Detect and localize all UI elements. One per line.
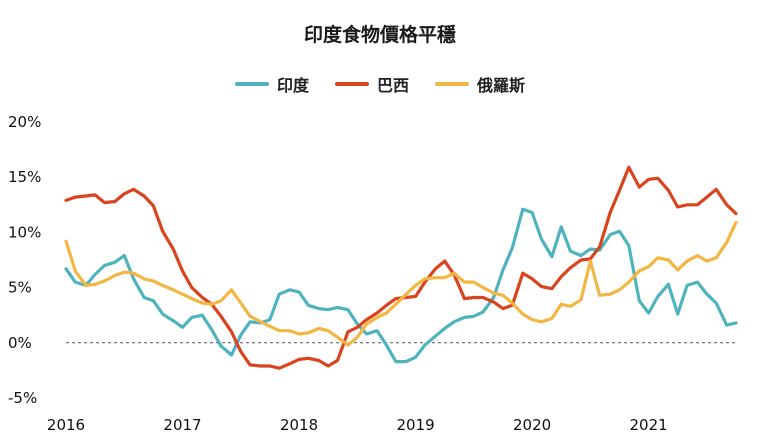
x-tick-label: 2019	[396, 416, 434, 434]
legend-label-russia: 俄羅斯	[477, 76, 526, 95]
x-tick-label: 2017	[163, 416, 201, 434]
y-tick-label: 0%	[8, 334, 32, 352]
y-tick-label: 15%	[8, 168, 41, 186]
y-tick-label: 10%	[8, 223, 41, 241]
x-tick-label: 2021	[630, 416, 668, 434]
legend-swatch-russia	[435, 82, 469, 86]
y-tick-label: -5%	[8, 389, 37, 407]
chart-title: 印度食物價格平穩	[303, 24, 456, 46]
legend-item-russia[interactable]: 俄羅斯	[435, 72, 525, 96]
legend-swatch-brazil	[334, 82, 369, 86]
y-tick-label: 20%	[8, 113, 41, 131]
x-tick-label: 2016	[47, 416, 85, 434]
legend-item-india[interactable]: 印度	[234, 72, 309, 96]
legend-label-india: 印度	[276, 76, 309, 95]
legend: 印度 巴西 俄羅斯	[0, 72, 760, 96]
legend-item-brazil[interactable]: 巴西	[334, 72, 409, 96]
series-line-brazil	[64, 165, 738, 370]
legend-swatch-india	[234, 82, 269, 86]
x-tick-label: 2018	[280, 416, 318, 434]
y-tick-label: 5%	[8, 279, 32, 297]
x-tick-label: 2020	[513, 416, 551, 434]
series-line-russia	[64, 220, 738, 347]
legend-label-brazil: 巴西	[376, 76, 409, 95]
series-line-india	[64, 207, 738, 364]
